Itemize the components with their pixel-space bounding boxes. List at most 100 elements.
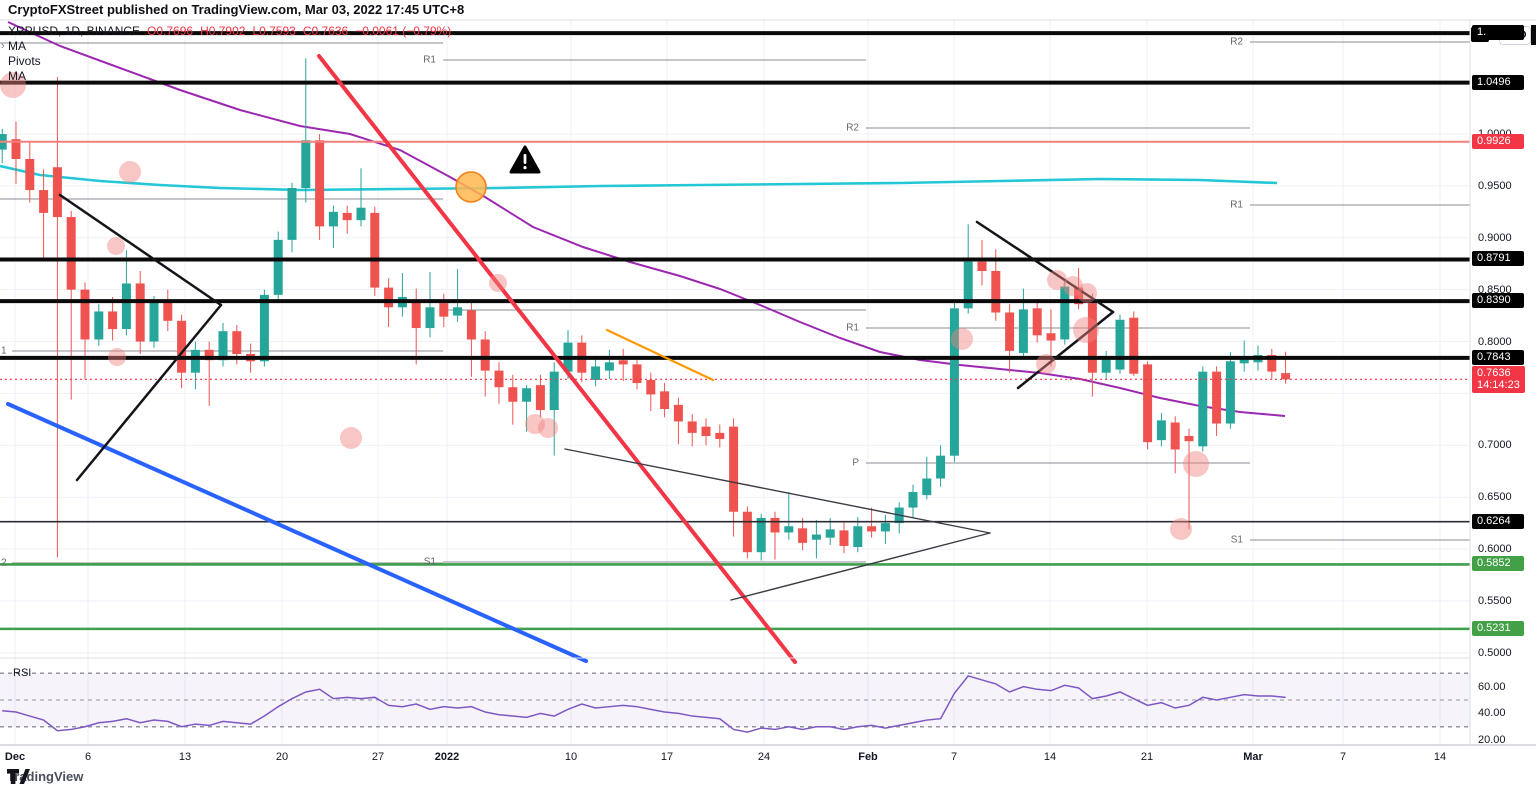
chart-legend: XRPUSD, 1D, BINANCE O0.7696 H0.7902 L0.7593… (8, 24, 451, 83)
feb-triangle-top (975, 220, 1115, 314)
dec-pennant-bot (75, 303, 223, 482)
ohlc-value: C0.7636 (302, 24, 349, 38)
price-level-badge: 0.5852 (1472, 556, 1524, 572)
pink-highlight-dot (340, 427, 362, 449)
time-tick-label: Feb (858, 751, 878, 763)
price-tick-label: 0.7000 (1478, 439, 1512, 452)
jan-triangle-top (564, 448, 991, 534)
pink-highlight-dot (951, 328, 973, 350)
pink-highlight-dot (108, 348, 126, 366)
ma-200-cyan-line[interactable] (0, 164, 1278, 192)
highlight-markers-layer (0, 72, 1209, 540)
time-tick-label: 10 (564, 751, 578, 763)
pivot-label-s1: S1 (423, 556, 436, 568)
pivot-label-r1: R1 (846, 322, 859, 334)
pivot-label-p: P (852, 457, 859, 469)
pivot-label-r1: R1 (1230, 199, 1243, 211)
price-tick-label: 0.6000 (1478, 543, 1512, 556)
time-tick-label: 14 (1433, 751, 1447, 763)
drawings-layer[interactable] (6, 54, 1115, 664)
price-tick-label: 0.6500 (1478, 491, 1512, 504)
symbol-legend-row[interactable]: XRPUSD, 1D, BINANCE O0.7696 H0.7902 L0.7593… (8, 24, 451, 38)
rsi-tick-label: 20.00 (1478, 734, 1506, 747)
price-level-badge: 1. (1472, 25, 1524, 41)
time-tick-label: 14 (1043, 751, 1057, 763)
pink-highlight-dot (119, 161, 141, 183)
time-tick-label: 21 (1140, 751, 1154, 763)
red-downtrend (317, 54, 797, 664)
pivot-label-2: 2 (1, 557, 7, 569)
jan-triangle-bot (730, 532, 991, 601)
price-tick-label: 0.5500 (1478, 594, 1512, 607)
price-tick-label: 0.9500 (1478, 179, 1512, 192)
rsi-tick-label: 60.00 (1478, 680, 1506, 693)
time-tick-label: 24 (757, 751, 771, 763)
ohlc-value: H0.7902 (200, 24, 246, 38)
pivot-label-1: 1 (1, 345, 7, 357)
dec-pennant-top (58, 193, 223, 307)
pink-highlight-dot (538, 418, 558, 438)
feb-triangle-bot (1016, 310, 1115, 390)
tradingview-footer[interactable]: TradingView (7, 769, 83, 784)
time-tick-label: 27 (371, 751, 385, 763)
ohlc-value: L0.7593 (252, 24, 296, 38)
orange-line (605, 328, 715, 382)
axis-corner-bar (1531, 25, 1536, 45)
time-tick-label: 20 (275, 751, 289, 763)
time-tick-label: Dec (4, 751, 26, 763)
time-tick-label: 7 (950, 751, 958, 763)
price-tick-label: 0.5000 (1478, 646, 1512, 659)
time-tick-label: 2022 (434, 751, 460, 763)
ohlc-value: −0.0061 (−0.79%) (355, 24, 452, 38)
pivot-label-r1: R1 (423, 54, 436, 66)
price-level-badge: 1.0496 (1472, 74, 1524, 90)
indicator-legend-row-pivots[interactable]: Pivots (8, 54, 41, 68)
pink-highlight-dot (107, 237, 125, 255)
pivot-label-s1: S1 (1230, 534, 1243, 546)
warning-icon (509, 145, 541, 174)
orange-highlight-circle (455, 171, 487, 203)
price-level-badge: 0.8791 (1472, 251, 1524, 267)
time-tick-label: Mar (1243, 751, 1263, 763)
pink-highlight-dot (1047, 270, 1067, 290)
price-level-badge: 0.7636 14:14:23 (1472, 366, 1525, 394)
ohlc-value: O0.7696 (147, 24, 194, 38)
pane-borders (0, 19, 1536, 746)
time-tick-label: 6 (84, 751, 92, 763)
price-level-badge: 0.6264 (1472, 513, 1524, 529)
price-tick-label: 0.8500 (1478, 283, 1512, 296)
rsi-indicator-label[interactable]: RSI (13, 667, 32, 679)
tradingview-logo-icon (7, 769, 30, 784)
countdown-timer: 14:14:23 (1477, 379, 1520, 392)
rsi-line[interactable] (2, 675, 1286, 733)
pink-highlight-dot (1073, 317, 1099, 343)
time-tick-label: 7 (1339, 751, 1347, 763)
pivot-label-r2: R2 (1230, 36, 1243, 48)
pink-highlight-dot (1077, 283, 1097, 303)
pink-highlight-dot (1170, 518, 1192, 540)
time-tick-label: 13 (178, 751, 192, 763)
price-level-badge: 0.8390 (1472, 293, 1524, 309)
price-tick-label: 0.9000 (1478, 231, 1512, 244)
pivot-label-r2: R2 (846, 122, 859, 134)
blue-downtrend (6, 402, 588, 663)
rsi-pane (0, 672, 1470, 728)
pink-highlight-dot (525, 414, 545, 434)
grid-layer (0, 20, 1470, 745)
pink-highlight-dot (0, 72, 26, 98)
time-tick-label: 17 (660, 751, 674, 763)
indicator-legend-row-ma[interactable]: MA (8, 69, 26, 83)
ma-55-purple-line[interactable] (7, 21, 1286, 417)
price-tick-label: 0.8000 (1478, 335, 1512, 348)
legend-collapse-chevron-icon[interactable]: › (1, 40, 5, 52)
pink-highlight-dot (1063, 276, 1083, 296)
pink-highlight-dot (1183, 451, 1209, 477)
indicator-legend-row-ma[interactable]: MA (8, 39, 26, 53)
price-level-badge: 0.7843 (1472, 349, 1524, 365)
price-level-badge: 0.5231 (1472, 620, 1524, 636)
rsi-tick-label: 40.00 (1478, 707, 1506, 720)
symbol-title: XRPUSD, 1D, BINANCE (8, 24, 141, 38)
published-attribution-line: CryptoFXStreet published on TradingView.… (8, 2, 465, 17)
